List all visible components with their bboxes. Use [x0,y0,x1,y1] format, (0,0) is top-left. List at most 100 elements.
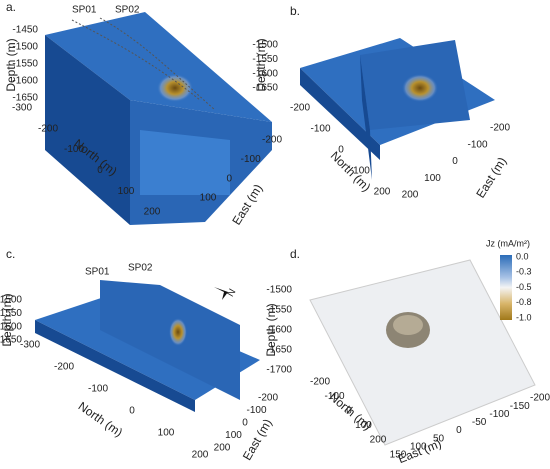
tick-label: -1650 [12,93,38,104]
axis-label: North (m) [76,399,126,440]
tick-label: 0 [97,165,103,176]
tick-label: 100 [410,441,427,452]
profile-line [71,17,216,111]
tick-label: -200 [530,393,550,404]
axis-label: Depth (m) [4,38,18,91]
slice-edge [35,320,195,412]
tick-label: -300 [12,103,32,114]
tick-label: -1650 [252,83,278,94]
tick-label: 0 [456,425,462,436]
tick-label: -1600 [252,68,278,79]
tick-label: -200 [54,362,74,373]
colorbar-tick: 0.0 [516,251,529,261]
tick-label: -1700 [266,365,292,376]
tick-label: 100 [353,166,370,177]
panel-label: a. [6,0,16,14]
tick-label: -200 [490,123,510,134]
tick-label: -100 [88,384,108,395]
tick-label: -100 [246,405,266,416]
tick-label: -200 [258,393,278,404]
panel-label: c. [6,247,15,261]
tick-label: -1550 [0,308,22,319]
anomaly [157,74,193,102]
tick-label: -1450 [12,25,38,36]
tick-label: -100 [310,124,330,135]
tick-label: 200 [374,187,391,198]
profile-label: SP02 [128,263,153,274]
tick-label: 100 [200,193,217,204]
panel-b-model [300,38,495,180]
tick-label: -50 [472,417,487,428]
tick-label: -200 [290,103,310,114]
tick-label: 200 [370,435,387,446]
tick-label: -1600 [12,76,38,87]
tick-label: 100 [158,428,175,439]
tick-label: -150 [510,401,530,412]
tick-label: 0 [129,406,135,417]
profile-label: SP01 [85,267,110,278]
tick-label: -1500 [12,42,38,53]
tick-label: 100 [225,430,242,441]
anomaly-top [393,315,423,335]
anomaly [402,74,438,102]
tick-label: 0 [242,418,248,429]
north-label: N [225,287,238,299]
tick-label: -1650 [266,345,292,356]
colorbar-tick: -1.0 [516,312,532,322]
tick-label: -1550 [12,59,38,70]
tick-label: -300 [20,340,40,351]
cut-face [140,130,230,195]
vertical-edge [360,55,372,180]
tick-label: -200 [38,123,58,134]
tick-label: 200 [144,207,161,218]
tick-label: 0 [227,173,233,184]
tick-label: -1500 [252,40,278,51]
tick-label: -1600 [266,325,292,336]
surface [309,259,536,446]
tick-label: 150 [390,450,407,461]
vertical-slice [100,280,240,400]
tick-label: -1500 [0,295,22,306]
panel-label: d. [290,247,300,261]
tick-label: -200 [262,135,282,146]
panel-label: b. [290,4,300,18]
anomaly [169,318,187,346]
axis-label: East (m) [473,155,509,201]
colorbar-tick: -0.8 [516,297,532,307]
slice-edge [300,68,380,160]
tick-label: 200 [192,450,209,461]
tick-label: -1550 [252,54,278,65]
colorbar [500,255,512,320]
tick-label: 200 [214,443,231,454]
tick-label: 50 [433,433,445,444]
panel-d-model [309,255,536,446]
tick-label: -100 [324,391,344,402]
tick-label: 100 [424,173,441,184]
tick-label: 0 [338,145,344,156]
axis-label: Depth (m) [264,303,278,356]
tick-label: 100 [118,186,135,197]
tick-label: 100 [355,420,372,431]
top-face [45,12,272,122]
profile-label: SP02 [115,5,140,16]
tick-label: -100 [489,409,509,420]
profile-label: SP01 [72,5,97,16]
colorbar-title: Jz (mA/m²) [486,238,530,248]
colorbar-tick: -0.5 [516,282,532,292]
tick-label: -200 [310,377,330,388]
tick-label: -1550 [266,305,292,316]
colorbar-tick: -0.3 [516,267,532,277]
tick-label: -100 [64,144,84,155]
tick-label: 0 [346,406,352,417]
tick-label: 200 [402,190,419,201]
axis-label: Depth (m) [254,38,268,91]
north-arrow [214,287,228,300]
panel-a-model [45,12,272,225]
tick-label: -1650 [0,335,22,346]
tick-label: -100 [241,154,261,165]
tick-label: 0 [452,156,458,167]
panel-c-model [35,280,260,412]
tick-label: -100 [467,139,487,150]
tick-label: -1500 [266,285,292,296]
